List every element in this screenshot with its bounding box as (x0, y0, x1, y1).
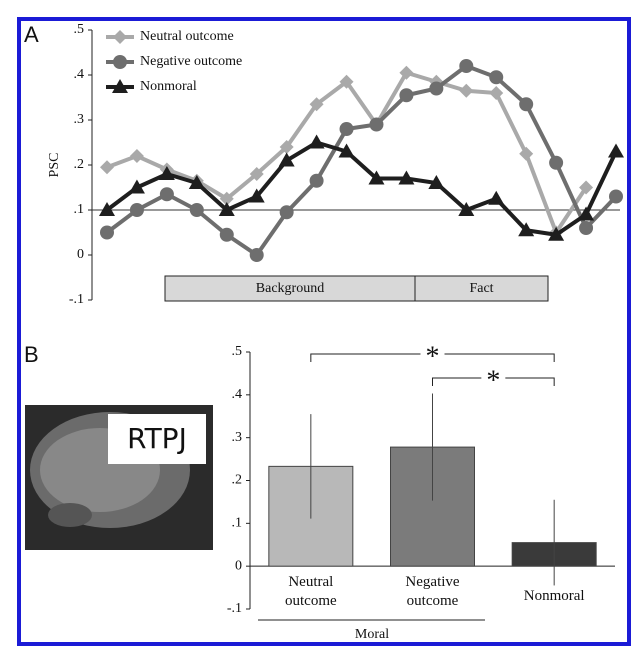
marker (309, 173, 324, 188)
legend-marker (113, 30, 127, 44)
annotation: Fact (469, 281, 493, 296)
marker (459, 59, 474, 73)
legend-label: Negative outcome (140, 54, 242, 69)
marker (399, 88, 414, 103)
marker (608, 143, 624, 158)
annotation-box (164, 275, 416, 302)
legend-label: Neutral outcome (140, 29, 234, 44)
y-tick-label: -.1 (227, 601, 242, 616)
line (105, 63, 618, 258)
y-tick-label: .5 (232, 344, 243, 359)
annotation: Background (256, 281, 324, 296)
marker (248, 188, 265, 203)
y-tick-label: 0 (235, 558, 242, 573)
marker (309, 97, 324, 112)
marker (338, 143, 355, 158)
marker (519, 146, 534, 161)
marker (519, 97, 534, 112)
legend-label: Nonmoral (140, 79, 197, 94)
y-tick-label: .3 (74, 112, 85, 127)
x-tick-label: Nonmoral (523, 588, 585, 604)
y-axis-label: PSC (47, 153, 62, 178)
marker (579, 180, 594, 195)
marker (428, 175, 445, 189)
annotation-box (414, 275, 549, 302)
marker (100, 160, 114, 175)
y-tick-label: .4 (74, 67, 85, 82)
x-tick-label-box: Negative outcome (405, 574, 460, 609)
marker (99, 202, 115, 216)
marker (278, 152, 295, 167)
marker (219, 191, 234, 206)
marker (368, 170, 385, 185)
image-label-box (108, 414, 206, 464)
y-tick-label: .3 (232, 430, 243, 445)
image-label: RTPJ (127, 422, 187, 455)
marker (488, 190, 505, 205)
marker (609, 189, 623, 204)
marker (218, 202, 235, 216)
marker (249, 248, 264, 262)
legend-marker (113, 55, 127, 69)
y-tick-label: 0 (77, 247, 84, 262)
marker (249, 167, 264, 181)
marker (308, 134, 325, 149)
marker (398, 170, 415, 185)
marker (548, 226, 565, 241)
significance-bracket (432, 377, 555, 386)
marker (158, 166, 175, 180)
legend-marker (112, 79, 128, 93)
y-tick-label: .1 (74, 202, 85, 217)
marker (339, 74, 354, 89)
marker (128, 179, 145, 194)
marker (219, 227, 234, 242)
y-tick-label: -.1 (69, 292, 84, 307)
y-tick-label: .4 (232, 387, 243, 402)
marker (279, 205, 294, 220)
x-tick-label-box: Neutral outcome (285, 574, 337, 609)
marker (189, 203, 204, 217)
marker (459, 83, 474, 98)
marker (489, 86, 504, 100)
marker (489, 70, 504, 85)
y-tick-label: .5 (74, 22, 85, 37)
group-label: Moral (355, 627, 389, 642)
panel-label: B (24, 342, 39, 367)
significance-star: * (426, 341, 440, 372)
x-tick-label: Negative outcome (405, 574, 460, 609)
x-tick-label: Neutral outcome (285, 574, 337, 609)
brain-image: RTPJ (25, 405, 213, 550)
marker (369, 117, 384, 132)
marker (339, 122, 354, 136)
marker (579, 221, 594, 235)
cerebellum (48, 503, 92, 527)
marker (279, 140, 294, 154)
marker (188, 175, 205, 189)
frame (17, 17, 631, 646)
y-tick-label: .2 (232, 473, 243, 488)
marker (399, 65, 414, 80)
significance-bracket (310, 353, 555, 362)
marker (159, 187, 174, 202)
y-tick-label: .1 (232, 516, 243, 531)
y-tick-label: .2 (74, 157, 85, 172)
marker (100, 225, 114, 240)
significance-star: * (486, 365, 500, 396)
marker (458, 202, 475, 216)
marker (129, 149, 144, 163)
marker (518, 222, 535, 237)
panel-label: A (24, 22, 39, 47)
marker (578, 206, 595, 221)
marker (129, 203, 144, 217)
marker (429, 81, 444, 96)
x-tick-label-box: Nonmoral (523, 588, 585, 604)
marker (549, 155, 564, 170)
